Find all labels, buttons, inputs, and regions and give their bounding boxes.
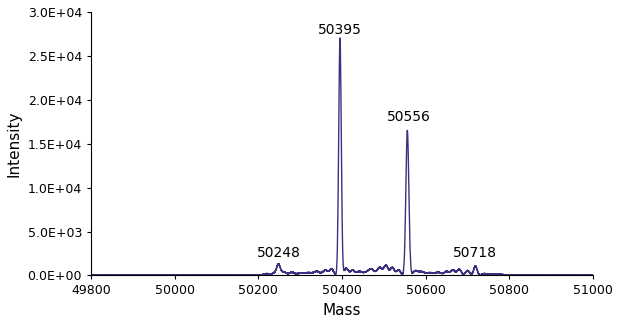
X-axis label: Mass: Mass — [323, 303, 361, 318]
Text: 50395: 50395 — [318, 22, 362, 36]
Text: 50556: 50556 — [387, 111, 431, 124]
Text: 50248: 50248 — [257, 246, 301, 260]
Text: 50718: 50718 — [453, 246, 497, 260]
Y-axis label: Intensity: Intensity — [7, 111, 22, 177]
